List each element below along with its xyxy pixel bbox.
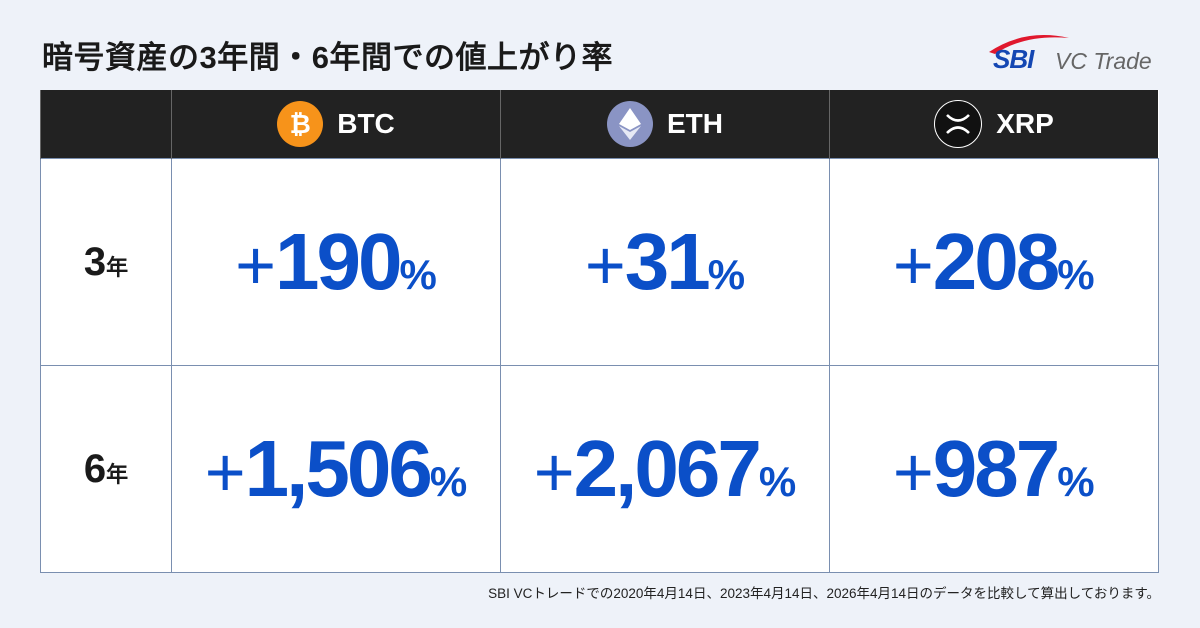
bitcoin-icon: ₿	[277, 101, 324, 147]
column-label: BTC	[337, 108, 395, 139]
xrp-6y-value: +987%	[829, 365, 1159, 573]
footnote: SBI VCトレードでの2020年4月14日、2023年4月14日、2026年4…	[488, 586, 1160, 601]
page-title: 暗号資産の3年間・6年間での値上がり率	[42, 40, 613, 75]
header-eth: ETH	[500, 90, 830, 159]
logo-brand: SBI	[993, 44, 1034, 74]
returns-table: ₿ BTC ETH XRP 3年 +190% +31% +208% 6年 +1,5…	[40, 90, 1159, 573]
table-row-3-years: 3年 +190% +31% +208%	[40, 158, 1159, 366]
btc-6y-value: +1,506%	[171, 365, 501, 573]
eth-6y-value: +2,067%	[500, 365, 830, 573]
column-label: XRP	[996, 108, 1054, 139]
xrp-3y-value: +208%	[829, 158, 1159, 366]
row-label: 6年	[40, 365, 172, 573]
table-row-6-years: 6年 +1,506% +2,067% +987%	[40, 365, 1159, 573]
column-label: ETH	[667, 108, 723, 139]
table-header-row: ₿ BTC ETH XRP	[40, 90, 1158, 159]
logo-name: VC Trade	[1055, 48, 1152, 74]
sbi-vc-trade-logo: SBI VC Trade	[985, 28, 1165, 78]
header-xrp: XRP	[829, 90, 1158, 159]
row-label: 3年	[40, 158, 172, 366]
header-empty-cell	[40, 90, 172, 159]
eth-3y-value: +31%	[500, 158, 830, 366]
ethereum-icon	[607, 101, 653, 147]
xrp-icon	[934, 100, 983, 148]
btc-3y-value: +190%	[171, 158, 501, 366]
header-btc: ₿ BTC	[171, 90, 501, 159]
logo-swoosh-icon	[989, 35, 1069, 54]
